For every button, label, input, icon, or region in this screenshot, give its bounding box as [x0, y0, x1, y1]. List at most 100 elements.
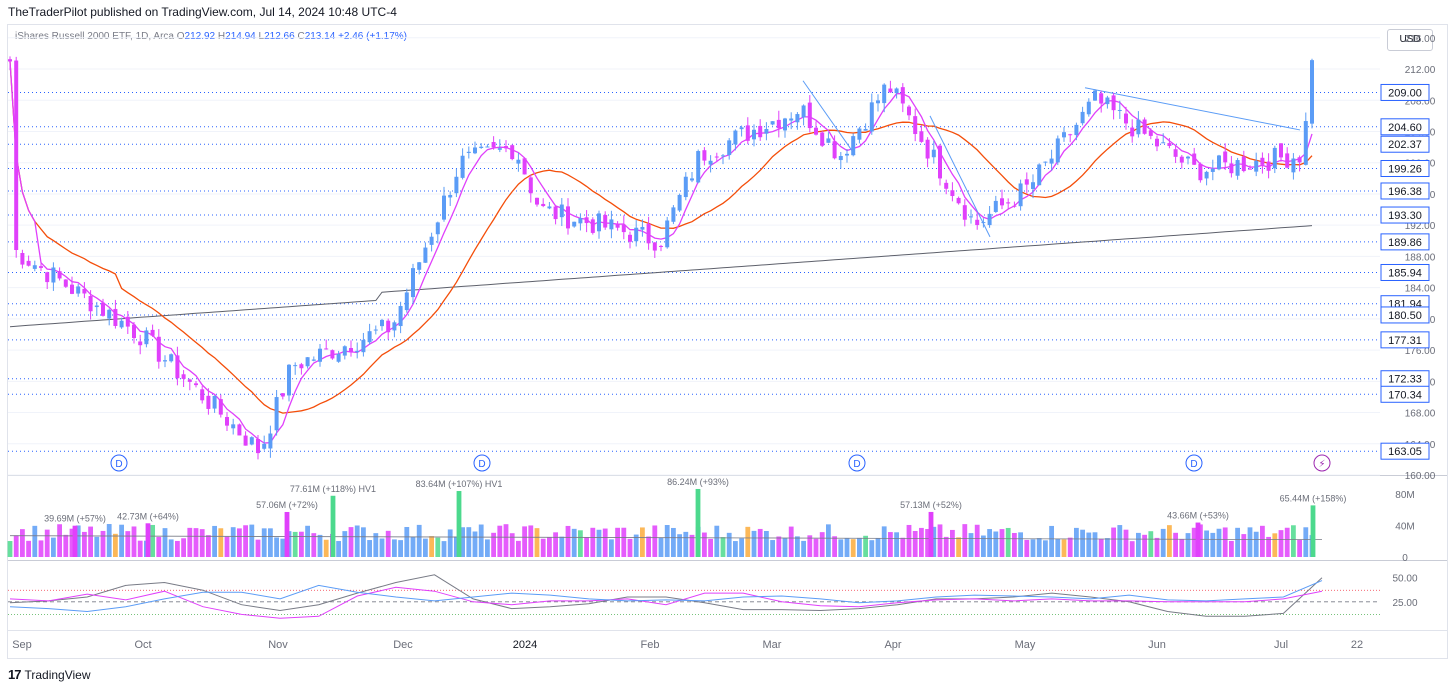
candle [1235, 160, 1240, 176]
candle [814, 127, 818, 135]
price-tick-label: 176.00 [1405, 346, 1436, 357]
candle [857, 128, 862, 140]
candle [752, 129, 756, 140]
candle [894, 88, 899, 94]
volume-bar [912, 530, 918, 557]
candle [1105, 97, 1110, 105]
candle [584, 217, 589, 224]
candle [466, 151, 471, 153]
volume-bar [373, 533, 379, 557]
volume-bar [578, 530, 583, 557]
volume-bar [218, 528, 224, 557]
volume-bar [788, 526, 794, 557]
volume-bar [509, 533, 515, 557]
change-value: +2.46 (+1.17%) [338, 31, 407, 42]
candle [163, 360, 167, 362]
volume-peak-label: 83.64M (+107%) HV1 [416, 479, 503, 489]
osc-tick-label: 25.00 [1392, 598, 1417, 609]
x-axis-label: Mar [763, 639, 782, 651]
volume-bar [156, 536, 162, 557]
level-label: 193.30 [1388, 210, 1422, 222]
price-tick-label: 216.00 [1405, 34, 1436, 45]
volume-bar [745, 526, 751, 557]
candle [1124, 113, 1128, 124]
volume-bar [1105, 538, 1110, 557]
volume-peak-bar [284, 511, 290, 557]
volume-bar [640, 527, 645, 557]
volume-bar [894, 532, 899, 557]
tradingview-logo-icon[interactable]: 17 [8, 667, 22, 682]
candle [473, 147, 477, 154]
candle [1012, 205, 1017, 207]
volume-bar [336, 541, 341, 557]
candle [516, 159, 521, 164]
publisher-header: TheTraderPilot published on TradingView.… [8, 5, 397, 19]
low-label: L [258, 31, 265, 42]
volume-bar [1055, 538, 1061, 557]
candle [566, 206, 570, 229]
candle [733, 130, 738, 145]
candle [1161, 142, 1166, 144]
volume-bar [733, 541, 738, 557]
level-label-box [1380, 385, 1430, 403]
candle [1000, 198, 1004, 206]
volume-bar [1173, 532, 1178, 557]
volume-bar [1129, 541, 1135, 557]
volume-bar [398, 540, 403, 557]
candle [578, 218, 583, 224]
candle [1167, 143, 1172, 146]
candle [1074, 124, 1079, 136]
volume-bar [497, 525, 503, 557]
candle [491, 142, 496, 148]
candle [1099, 93, 1104, 104]
level-label: 170.34 [1388, 389, 1422, 401]
volume-bar [795, 536, 800, 557]
volume-peak-bar [72, 525, 78, 557]
candle [646, 223, 651, 244]
candle [299, 364, 304, 369]
currency-button[interactable]: USD [1387, 29, 1433, 51]
volume-bar [57, 524, 62, 557]
candle [125, 316, 130, 327]
candle [1260, 157, 1265, 165]
volume-bar [627, 538, 633, 557]
volume-bar [472, 531, 478, 557]
symbol-title[interactable]: iShares Russell 2000 ETF, 1D, Arca [15, 31, 174, 42]
trendline [802, 80, 856, 156]
candle [510, 145, 515, 160]
volume-bar [88, 526, 93, 557]
x-axis-label: 22 [1351, 639, 1363, 651]
volume-bar [838, 539, 844, 557]
x-axis-label: Dec [393, 639, 413, 651]
volume-bar [82, 531, 87, 557]
candle [305, 357, 310, 367]
candle [981, 222, 986, 224]
low-value: 212.66 [264, 31, 295, 42]
candle [913, 116, 918, 135]
candle [528, 177, 533, 194]
candle [392, 322, 397, 331]
volume-bar [1204, 530, 1209, 557]
candle [1148, 130, 1153, 136]
volume-bar [1278, 530, 1284, 557]
volume-bar [664, 525, 670, 557]
candle [1093, 90, 1097, 101]
volume-bar [441, 541, 447, 557]
volume-bar [646, 536, 651, 557]
volume-bar [26, 540, 31, 557]
volume-bar [677, 534, 682, 557]
volume-bar [1291, 525, 1296, 557]
candle [1198, 163, 1203, 181]
volume-bar [299, 531, 304, 557]
tradingview-brand[interactable]: TradingView [24, 667, 91, 682]
volume-bar [1012, 532, 1017, 557]
volume-bar [1266, 536, 1271, 557]
candle [1173, 149, 1178, 157]
volume-bar [206, 535, 211, 557]
candle [597, 213, 601, 232]
candle [268, 433, 273, 449]
level-label-box [1380, 331, 1430, 349]
volume-bar [850, 539, 856, 557]
candle [838, 156, 843, 161]
